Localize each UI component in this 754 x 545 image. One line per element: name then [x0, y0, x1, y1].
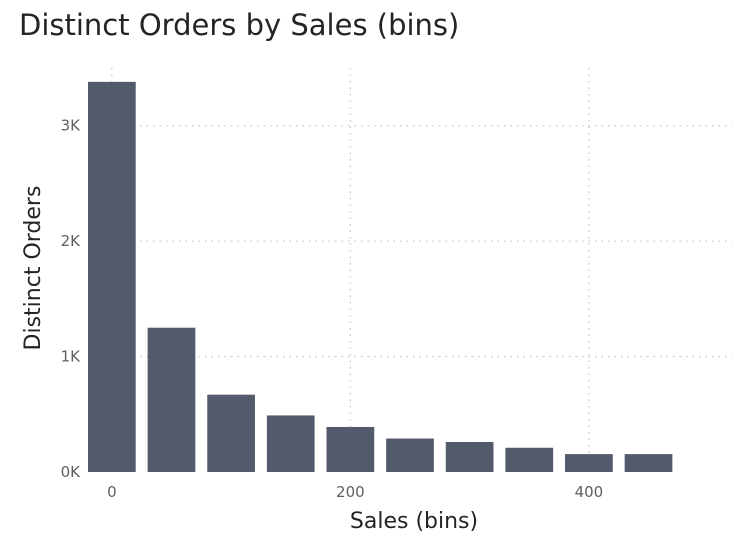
y-tick-label: 1K: [61, 348, 82, 366]
x-axis-title: Sales (bins): [350, 509, 478, 534]
bar[interactable]: [505, 447, 554, 472]
bar[interactable]: [147, 327, 196, 472]
bar[interactable]: [386, 438, 434, 472]
bar[interactable]: [266, 415, 315, 472]
bar[interactable]: [624, 454, 673, 472]
x-axis-ticks: 0 200 400: [107, 483, 603, 501]
y-axis-title: Distinct Orders: [21, 186, 46, 351]
bar[interactable]: [565, 454, 613, 472]
bar[interactable]: [326, 426, 375, 472]
bar[interactable]: [445, 441, 494, 472]
chart-title: Distinct Orders by Sales (bins): [19, 8, 460, 42]
bars: [88, 81, 673, 472]
y-tick-label: 3K: [61, 117, 82, 135]
x-tick-label: 400: [575, 483, 604, 501]
bar[interactable]: [88, 81, 136, 472]
y-tick-label: 2K: [61, 232, 82, 250]
y-axis-ticks: 0K 1K 2K 3K: [61, 117, 82, 481]
x-tick-label: 200: [336, 483, 365, 501]
bar[interactable]: [207, 394, 255, 472]
x-tick-label: 0: [107, 483, 117, 501]
y-tick-label: 0K: [61, 463, 82, 481]
